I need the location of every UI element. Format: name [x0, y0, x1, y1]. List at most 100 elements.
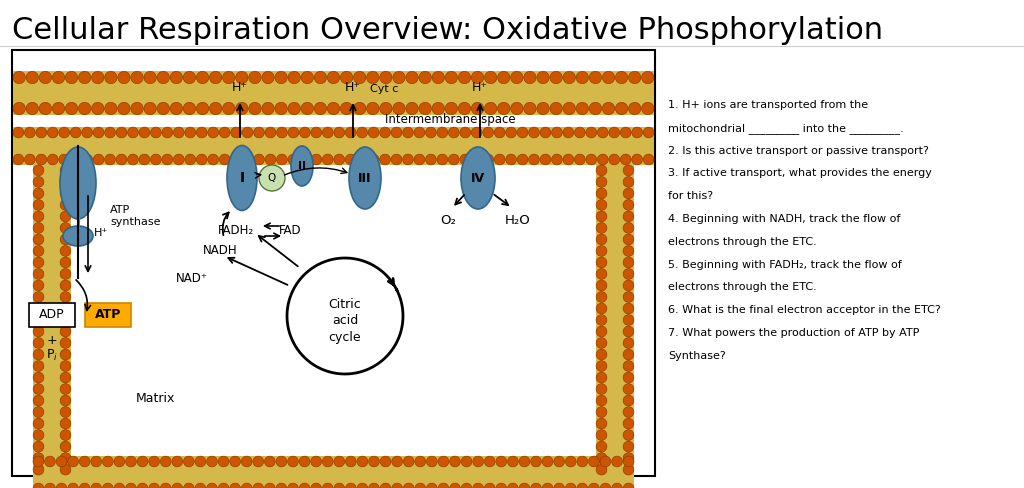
- Circle shape: [185, 154, 196, 165]
- Circle shape: [577, 102, 589, 115]
- Circle shape: [299, 154, 310, 165]
- Circle shape: [596, 268, 607, 279]
- Circle shape: [392, 456, 402, 467]
- Circle shape: [144, 102, 157, 115]
- Circle shape: [542, 456, 553, 467]
- Circle shape: [288, 154, 299, 165]
- Circle shape: [13, 71, 26, 84]
- Circle shape: [565, 456, 577, 467]
- Circle shape: [172, 483, 182, 488]
- Circle shape: [611, 483, 623, 488]
- Circle shape: [33, 257, 44, 268]
- Circle shape: [589, 456, 599, 467]
- Circle shape: [265, 127, 275, 138]
- Circle shape: [596, 453, 607, 464]
- Circle shape: [71, 154, 81, 165]
- Circle shape: [137, 456, 147, 467]
- Circle shape: [623, 464, 634, 475]
- Circle shape: [218, 456, 229, 467]
- Circle shape: [596, 223, 607, 233]
- Text: Q: Q: [268, 173, 276, 183]
- Circle shape: [334, 483, 345, 488]
- Circle shape: [114, 483, 125, 488]
- Circle shape: [471, 154, 482, 165]
- Circle shape: [596, 429, 607, 441]
- Circle shape: [79, 102, 91, 115]
- Circle shape: [52, 71, 65, 84]
- Circle shape: [554, 483, 564, 488]
- Circle shape: [197, 71, 209, 84]
- Circle shape: [511, 102, 523, 115]
- Circle shape: [554, 456, 564, 467]
- Ellipse shape: [60, 147, 96, 219]
- Circle shape: [242, 456, 252, 467]
- Circle shape: [79, 456, 90, 467]
- Circle shape: [183, 71, 196, 84]
- Circle shape: [60, 407, 71, 417]
- Circle shape: [369, 154, 379, 165]
- Circle shape: [596, 245, 607, 256]
- Circle shape: [60, 361, 71, 371]
- Circle shape: [496, 483, 507, 488]
- Circle shape: [623, 315, 634, 325]
- Circle shape: [459, 102, 471, 115]
- Circle shape: [393, 102, 406, 115]
- Circle shape: [60, 418, 71, 429]
- Circle shape: [615, 71, 628, 84]
- Circle shape: [623, 211, 634, 222]
- Circle shape: [643, 127, 654, 138]
- Circle shape: [495, 127, 505, 138]
- Circle shape: [33, 338, 44, 348]
- Circle shape: [623, 338, 634, 348]
- Bar: [13, 71, 654, 115]
- Circle shape: [596, 211, 607, 222]
- Circle shape: [33, 483, 44, 488]
- Circle shape: [33, 429, 44, 441]
- Circle shape: [437, 154, 447, 165]
- Circle shape: [230, 154, 242, 165]
- Circle shape: [380, 456, 391, 467]
- Circle shape: [236, 71, 248, 84]
- Circle shape: [33, 453, 44, 464]
- Circle shape: [596, 315, 607, 325]
- Circle shape: [328, 102, 340, 115]
- Circle shape: [323, 127, 333, 138]
- Circle shape: [60, 338, 71, 348]
- Circle shape: [299, 456, 310, 467]
- Circle shape: [60, 315, 71, 325]
- Circle shape: [484, 456, 496, 467]
- Circle shape: [33, 223, 44, 233]
- Circle shape: [60, 234, 71, 245]
- Circle shape: [197, 127, 207, 138]
- Ellipse shape: [291, 146, 313, 186]
- Circle shape: [148, 456, 160, 467]
- Circle shape: [623, 453, 634, 464]
- Circle shape: [623, 257, 634, 268]
- Circle shape: [39, 71, 51, 84]
- Circle shape: [623, 165, 634, 176]
- Circle shape: [60, 223, 71, 233]
- Circle shape: [369, 127, 379, 138]
- Text: ATP: ATP: [95, 308, 121, 322]
- Circle shape: [301, 102, 313, 115]
- Circle shape: [530, 456, 542, 467]
- Circle shape: [151, 154, 162, 165]
- Circle shape: [482, 127, 494, 138]
- Circle shape: [157, 102, 169, 115]
- Circle shape: [314, 71, 327, 84]
- Circle shape: [116, 127, 127, 138]
- Circle shape: [60, 177, 71, 187]
- Circle shape: [79, 71, 91, 84]
- Circle shape: [144, 71, 157, 84]
- Circle shape: [623, 177, 634, 187]
- Circle shape: [461, 456, 472, 467]
- Circle shape: [45, 483, 55, 488]
- Circle shape: [367, 102, 379, 115]
- Circle shape: [629, 102, 641, 115]
- Circle shape: [47, 127, 58, 138]
- Circle shape: [33, 268, 44, 279]
- Circle shape: [471, 71, 483, 84]
- Circle shape: [82, 127, 92, 138]
- Circle shape: [484, 483, 496, 488]
- Circle shape: [506, 127, 516, 138]
